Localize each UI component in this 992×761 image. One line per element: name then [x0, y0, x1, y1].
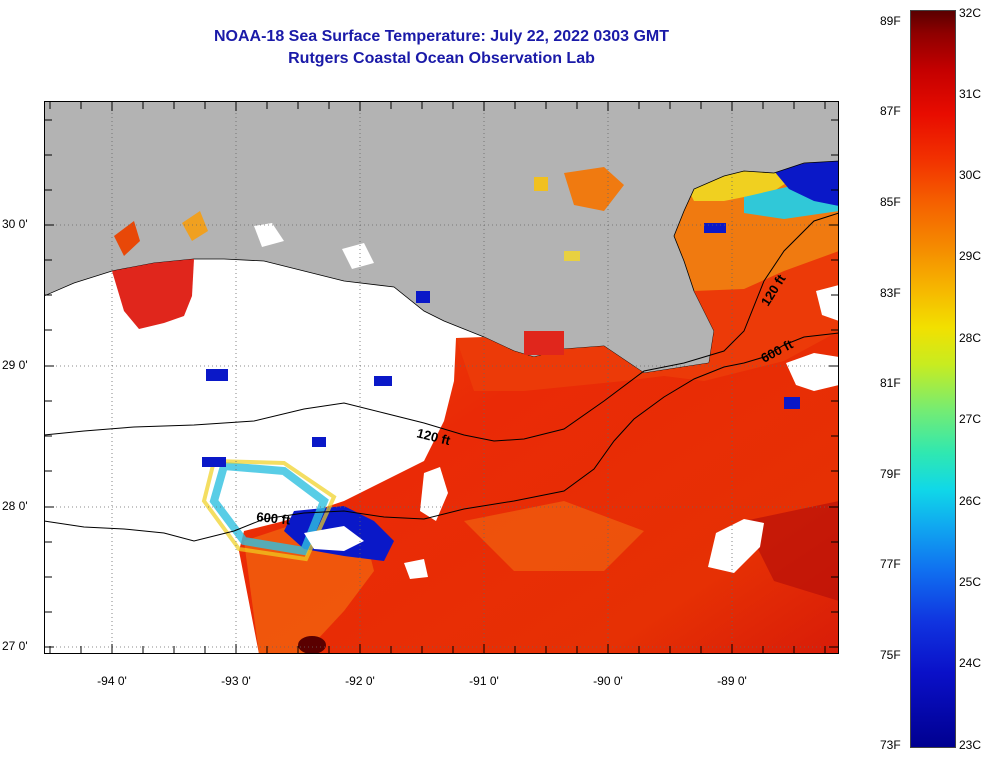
longitude-label: -89 0' [717, 674, 747, 688]
colorbar-fahrenheit-label: 75F [880, 648, 901, 662]
warm-patch [564, 251, 580, 261]
colorbar-celsius-label: 24C [959, 656, 982, 670]
colorbar-celsius-label: 25C [959, 575, 982, 589]
cold-water-spot [312, 437, 326, 447]
no-data-cloud [254, 223, 284, 247]
sea-coastal-red-bay [112, 259, 194, 329]
longitude-label: -91 0' [469, 674, 499, 688]
colorbar-fahrenheit-label: 85F [880, 195, 901, 209]
warm-patch [182, 211, 208, 241]
no-data-cloud [304, 526, 364, 551]
contour-label: 600 ft [256, 509, 292, 528]
graticule [44, 101, 839, 654]
depth-contour-600ft [44, 332, 839, 542]
sst-map-canvas: 120 ft 600 ft 120 ft 600 ft [44, 101, 839, 654]
no-data-cloud [420, 467, 448, 521]
sea-dark-red-patch [744, 501, 839, 601]
longitude-label: -92 0' [345, 674, 375, 688]
colorbar-celsius-label: 29C [959, 249, 982, 263]
depth-contour-120ft [44, 212, 839, 442]
colorbar-fahrenheit-label: 73F [880, 738, 901, 752]
warm-patch [534, 177, 548, 191]
map-subtitle: Rutgers Coastal Ocean Observation Lab [288, 50, 595, 67]
cold-water-spot [416, 291, 430, 303]
longitude-label: -90 0' [593, 674, 623, 688]
cool-water-ring [209, 461, 329, 556]
cold-water-spot [374, 376, 392, 386]
colorbar-fahrenheit-label: 83F [880, 286, 901, 300]
map-border [44, 101, 839, 654]
no-data-cloud [816, 285, 839, 321]
longitude-label: -93 0' [221, 674, 251, 688]
colorbar-celsius-label: 31C [959, 87, 982, 101]
longitude-label: -94 0' [97, 674, 127, 688]
latitude-label: 28 0' [2, 499, 28, 513]
map-title: NOAA-18 Sea Surface Temperature: July 22… [213, 28, 669, 45]
axis-ticks [44, 101, 839, 654]
colorbar-celsius-label: 27C [959, 412, 982, 426]
colorbar-fahrenheit-label: 81F [880, 376, 901, 390]
hot-spot [298, 636, 326, 654]
title-block: NOAA-18 Sea Surface Temperature: July 22… [44, 26, 839, 70]
colorbar-fahrenheit-label: 89F [880, 14, 901, 28]
cold-water-spot [784, 397, 800, 409]
warm-patch [524, 331, 564, 355]
no-data-cloud [708, 519, 764, 573]
colorbar-celsius-label: 28C [959, 331, 982, 345]
colorbar-celsius-label: 26C [959, 494, 982, 508]
colorbar-celsius-label: 30C [959, 168, 982, 182]
latitude-label: 27 0' [2, 639, 28, 653]
sea-cold-shelf [774, 161, 839, 206]
cold-water-spot [206, 369, 228, 381]
warm-patch [114, 221, 140, 256]
cool-water-ring [201, 458, 337, 562]
sea-coastal-warm [456, 251, 839, 391]
sst-map: 120 ft 600 ft 120 ft 600 ft [44, 101, 839, 654]
colorbar-fahrenheit-label: 79F [880, 467, 901, 481]
latitude-label: 29 0' [2, 358, 28, 372]
colorbar-celsius-label: 23C [959, 738, 982, 752]
warm-patch [564, 167, 624, 211]
latitude-label: 30 0' [2, 217, 28, 231]
no-data-cloud [342, 243, 374, 269]
colorbar-celsius-label: 32C [959, 6, 982, 20]
no-data-cloud [404, 559, 428, 579]
colorbar-fahrenheit-label: 87F [880, 104, 901, 118]
temperature-colorbar [910, 10, 956, 748]
no-data-cloud [786, 353, 839, 391]
cold-water-spot [704, 223, 726, 233]
cold-water-spot [202, 457, 226, 467]
colorbar-fahrenheit-label: 77F [880, 557, 901, 571]
sea-orange-patch [464, 501, 644, 571]
